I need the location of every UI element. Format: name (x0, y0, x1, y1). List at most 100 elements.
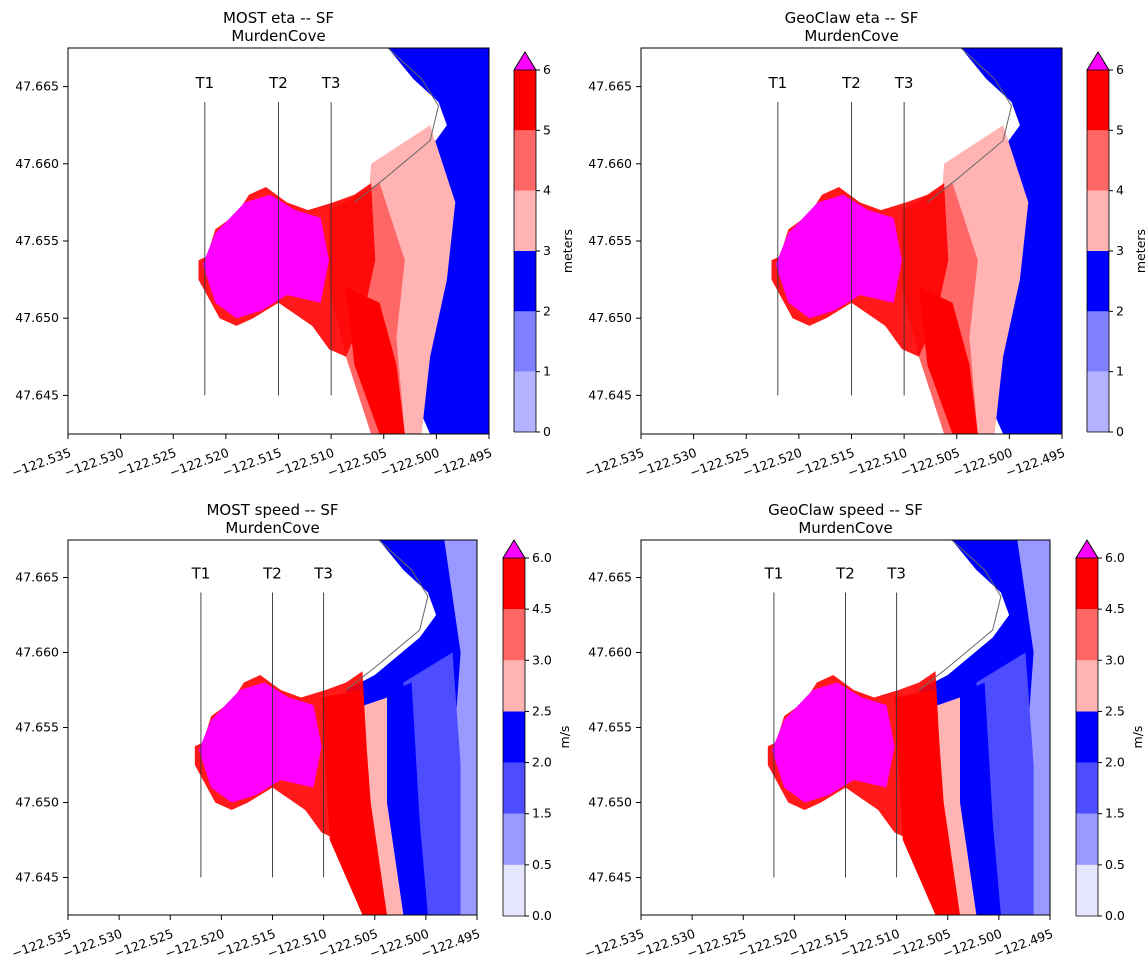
colorbar-tick-label: 4 (1116, 183, 1124, 198)
colorbar-band (1076, 813, 1098, 865)
y-tick-label: 47.655 (588, 720, 632, 735)
panel-subtitle: MurdenCove (798, 519, 892, 537)
colorbar-band (503, 609, 525, 661)
colorbar-tick-label: 2.5 (1105, 703, 1125, 718)
y-tick-label: 47.665 (15, 79, 59, 94)
panel-title: GeoClaw eta -- SF (785, 9, 919, 27)
colorbar-band (514, 371, 536, 432)
transect-label: T2 (268, 74, 288, 92)
x-tick-label: −122.520 (167, 445, 231, 480)
transect-label: T1 (194, 74, 214, 92)
x-tick-label: −122.530 (62, 445, 126, 480)
y-tick-label: 47.655 (15, 233, 59, 248)
x-tick-label: −122.530 (635, 445, 699, 480)
colorbar-tick-label: 0.5 (532, 857, 552, 872)
contour-region-1 (444, 540, 477, 915)
colorbar-band (1087, 251, 1109, 312)
colorbar-tick-label: 1.5 (532, 806, 552, 821)
colorbar-label: meters (1133, 229, 1148, 273)
over-range-region (771, 682, 895, 803)
colorbar-label: m/s (557, 726, 572, 749)
y-tick-label: 47.660 (15, 156, 59, 171)
colorbar-band (503, 762, 525, 814)
colorbar-tick-label: 0.5 (1105, 857, 1125, 872)
transect-label: T3 (894, 74, 914, 92)
colorbar-tick-label: 0 (543, 424, 551, 439)
colorbar-band (503, 558, 525, 610)
colorbar-label: m/s (1130, 726, 1145, 749)
contour-region-1 (430, 48, 489, 434)
colorbar-extend-arrow (502, 539, 526, 559)
y-tick-label: 47.660 (15, 645, 59, 660)
y-tick-label: 47.660 (588, 645, 632, 660)
colorbar-label: meters (560, 229, 575, 273)
contour-region-1 (1017, 540, 1050, 915)
shoreline (926, 48, 1013, 203)
y-tick-label: 47.650 (588, 795, 632, 810)
x-tick-label: −122.515 (793, 445, 857, 480)
y-tick-label: 47.655 (588, 233, 632, 248)
over-range-region (198, 682, 322, 803)
shoreline (353, 48, 440, 203)
colorbar-frame (1075, 539, 1099, 917)
x-tick-label: −122.505 (898, 445, 962, 480)
colorbar-band (503, 864, 525, 916)
transect-label: T3 (886, 565, 906, 583)
colorbar-tick-label: 2.0 (1105, 755, 1125, 770)
x-tick-label: −122.495 (418, 926, 482, 961)
colorbar-tick-label: 6.0 (1105, 550, 1125, 565)
colorbar-band (1076, 660, 1098, 712)
transect-label: T1 (764, 565, 784, 583)
contour-region-4 (345, 287, 405, 434)
colorbar-tick-label: 5 (1116, 122, 1124, 137)
colorbar-frame (502, 539, 526, 917)
colorbar-extend-arrow (513, 51, 537, 71)
contour-region-4 (918, 287, 978, 434)
shoreline (345, 540, 429, 691)
x-tick-label: −122.510 (846, 445, 910, 480)
x-tick-label: −122.510 (273, 445, 337, 480)
colorbar-tick-label: 6 (1116, 62, 1124, 77)
x-tick-label: −122.525 (688, 445, 752, 480)
x-tick-label: −122.515 (220, 445, 284, 480)
x-tick-label: −122.520 (740, 445, 804, 480)
panel-4: GeoClaw speed -- SFMurdenCove−122.535−12… (582, 501, 1145, 961)
x-tick-label: −122.495 (1003, 445, 1067, 480)
transect-label: T1 (191, 565, 211, 583)
colorbar-band (1076, 711, 1098, 763)
colorbar-extend-arrow (1086, 51, 1110, 71)
y-tick-label: 47.650 (15, 795, 59, 810)
transect-label: T3 (321, 74, 341, 92)
transect-label: T2 (841, 74, 861, 92)
colorbar-extend-arrow (1075, 539, 1099, 559)
x-tick-label: −122.535 (582, 445, 646, 480)
colorbar-band (1076, 864, 1098, 916)
panel-subtitle: MurdenCove (231, 27, 325, 45)
colorbar-band (503, 660, 525, 712)
panel-subtitle: MurdenCove (804, 27, 898, 45)
y-tick-label: 47.645 (15, 870, 59, 885)
colorbar-frame (1086, 51, 1110, 433)
x-tick-label: −122.495 (430, 445, 494, 480)
y-tick-label: 47.645 (15, 387, 59, 402)
contour-region-1 (1003, 48, 1062, 434)
colorbar-tick-label: 1 (543, 364, 551, 379)
x-tick-label: −122.495 (991, 926, 1055, 961)
x-tick-label: −122.500 (378, 445, 442, 480)
colorbar-tick-label: 1.5 (1105, 806, 1125, 821)
colorbar-tick-label: 6.0 (532, 550, 552, 565)
colorbar-tick-label: 1 (1116, 364, 1124, 379)
colorbar-tick-label: 3 (1116, 243, 1124, 258)
shoreline (918, 540, 1002, 691)
colorbar-band (1087, 70, 1109, 131)
y-tick-label: 47.660 (588, 156, 632, 171)
colorbar-band (514, 70, 536, 131)
colorbar-tick-label: 3.0 (1105, 652, 1125, 667)
colorbar-tick-label: 6 (543, 62, 551, 77)
panel-title: MOST eta -- SF (223, 9, 334, 27)
colorbar-tick-label: 0.0 (532, 908, 552, 923)
colorbar-band (1087, 311, 1109, 372)
colorbar-band (503, 813, 525, 865)
